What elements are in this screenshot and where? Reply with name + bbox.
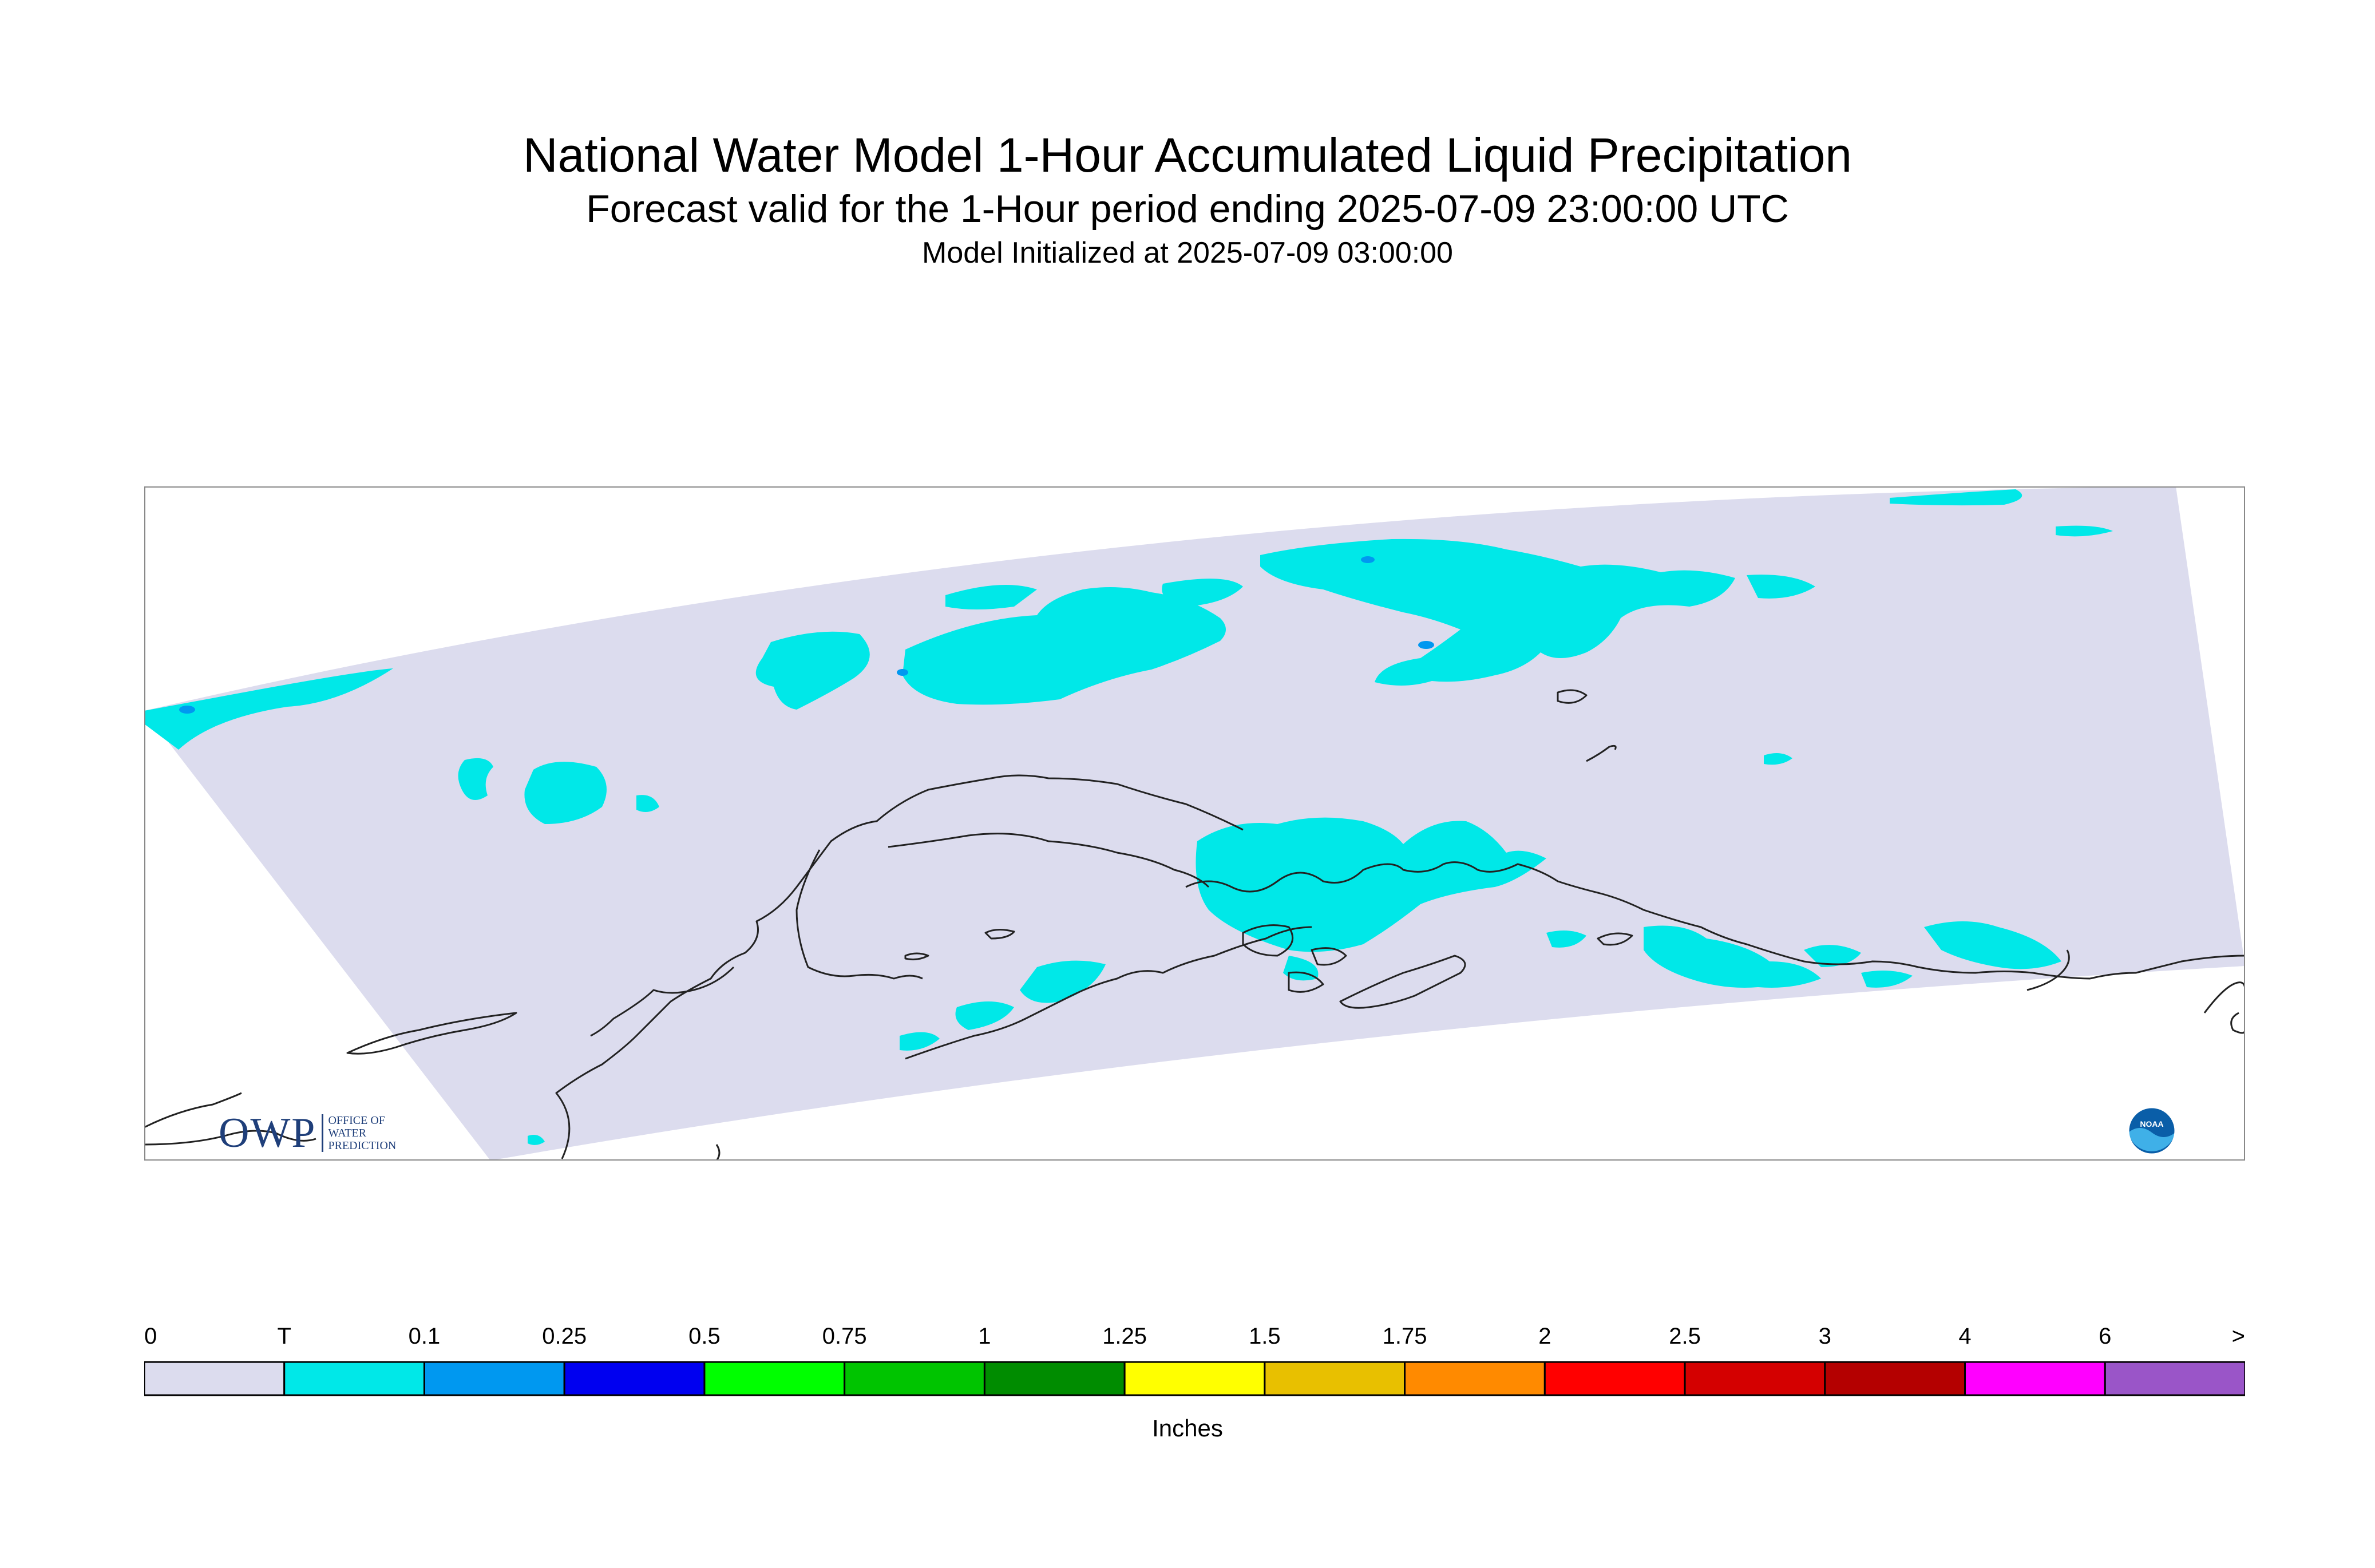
coastline: [904, 952, 929, 961]
noaa-logo-text: NOAA: [2140, 1119, 2163, 1129]
precipitation-map: [144, 486, 2245, 1161]
legend-color-box: [1543, 1361, 1686, 1396]
coastline: [795, 849, 923, 980]
owp-logo-line: WATER: [328, 1127, 367, 1139]
coastline: [590, 966, 735, 1037]
trace-area: [902, 587, 1226, 705]
trace-area: [1747, 575, 1815, 599]
trace-area: [1804, 945, 1861, 967]
legend-tick-label: 1.5: [1249, 1324, 1281, 1349]
legend-tick-label: 4: [1958, 1324, 1971, 1349]
coastline: [144, 1130, 316, 1146]
legend-tick-label: 0.25: [542, 1324, 587, 1349]
trace-area: [1924, 921, 2061, 969]
coastline: [2203, 981, 2245, 1013]
trace-area: [1890, 489, 2022, 506]
coastline: [715, 1144, 721, 1161]
legend-color-box: [1264, 1361, 1406, 1396]
coastline: [984, 929, 1015, 940]
legend-color-box: [1123, 1361, 1266, 1396]
legend-units-label: Inches: [1152, 1415, 1223, 1442]
coastline: [1597, 932, 1633, 946]
legend-tick-label: 0.75: [822, 1324, 867, 1349]
trace-area: [1162, 579, 1243, 607]
coastline: [888, 833, 1210, 888]
owp-logo-line: OFFICE OF: [328, 1114, 385, 1127]
coastline: [144, 1092, 242, 1129]
trace-area: [900, 1032, 940, 1051]
owp-logo: OWP OFFICE OF WATER PREDICTION: [219, 1110, 396, 1156]
legend-tick-label: >: [2232, 1324, 2245, 1349]
coastline: [1288, 971, 1324, 993]
legend-tick-label: 3: [1819, 1324, 1831, 1349]
trace-area: [2056, 525, 2113, 537]
legend-tick-label: 1.25: [1102, 1324, 1147, 1349]
coastline: [1311, 947, 1347, 966]
model-init-line: Model Initialized at 2025-07-09 03:00:00: [922, 236, 1453, 270]
legend-color-box: [703, 1361, 846, 1396]
precip-spot: [897, 669, 908, 676]
legend-tick-label: 2.5: [1669, 1324, 1701, 1349]
trace-area: [524, 762, 607, 824]
legend-color-box: [423, 1361, 565, 1396]
trace-area: [1644, 925, 1821, 988]
legend-tick-label: 1: [978, 1324, 991, 1349]
legend-color-box: [1964, 1361, 2106, 1396]
owp-logo-text: OFFICE OF WATER PREDICTION: [322, 1114, 396, 1152]
legend-tick-label: 0.1: [409, 1324, 441, 1349]
precip-spot: [1418, 641, 1434, 649]
map-frame: [144, 486, 2245, 1161]
trace-area: [1260, 538, 1735, 686]
coastline: [1242, 924, 1294, 957]
legend-tick-label: 0: [144, 1324, 157, 1349]
coastlines: [144, 689, 2245, 1161]
trace-area: [1861, 971, 1913, 988]
map-subtitle: Forecast valid for the 1-Hour period end…: [586, 187, 1789, 231]
legend-tick-label: T: [278, 1324, 291, 1349]
trace-area: [528, 1134, 545, 1145]
owp-logo-mark: OWP: [219, 1110, 316, 1157]
legend-color-box: [144, 1361, 286, 1396]
trace-area: [144, 668, 393, 750]
coastline: [1339, 955, 1466, 1009]
map-title: National Water Model 1-Hour Accumulated …: [522, 128, 1852, 182]
legend-boxes: [144, 1361, 2245, 1396]
trace-area: [955, 1001, 1014, 1030]
legend-tick-label: 1.75: [1383, 1324, 1427, 1349]
light-precip-spots: [179, 556, 1434, 714]
legend-color-box: [2104, 1361, 2245, 1396]
trace-area: [945, 585, 1037, 609]
trace-precip-areas: [144, 489, 2113, 1145]
legend-labels: 0 T 0.1 0.25 0.5 0.75 1 1.25 1.5 1.75 2 2.5 3 4 6 >: [144, 1324, 2245, 1349]
coastline: [1557, 689, 1588, 704]
precip-spot: [1361, 556, 1375, 563]
trace-area: [755, 631, 870, 710]
coastline: [1586, 745, 1617, 762]
legend-tick-label: 6: [2099, 1324, 2111, 1349]
coastline: [2089, 955, 2245, 980]
legend-color-box: [563, 1361, 706, 1396]
legend-color-box: [983, 1361, 1126, 1396]
coastline: [346, 1012, 517, 1055]
trace-area: [1764, 753, 1792, 765]
legend-color-box: [1824, 1361, 1966, 1396]
coastline: [1185, 861, 2091, 980]
trace-area: [458, 758, 493, 800]
legend-tick-label: 0.5: [688, 1324, 721, 1349]
coastline: [905, 926, 1312, 1060]
legend-tick-label: 2: [1538, 1324, 1551, 1349]
legend-color-box: [1684, 1361, 1826, 1396]
trace-area: [1020, 960, 1106, 1003]
legend-color-box: [283, 1361, 425, 1396]
trace-area: [636, 795, 659, 812]
owp-logo-line: PREDICTION: [328, 1139, 397, 1152]
precip-spot: [179, 706, 195, 714]
noaa-logo: NOAA: [2127, 1106, 2176, 1155]
trace-area: [1546, 930, 1586, 948]
coastline: [2026, 949, 2070, 991]
legend-color-box: [844, 1361, 985, 1396]
legend-color-box: [1404, 1361, 1546, 1396]
trace-area: [1196, 817, 1546, 952]
color-legend: 0 T 0.1 0.25 0.5 0.75 1 1.25 1.5 1.75 2 2.5 3 4 6 >: [144, 1324, 2245, 1396]
